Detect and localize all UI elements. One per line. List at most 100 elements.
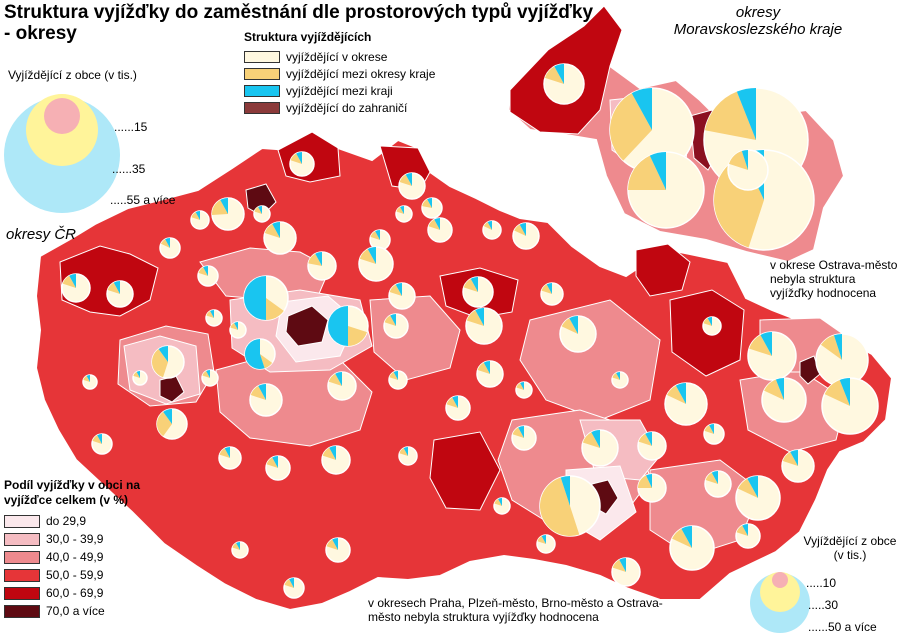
district-pie	[229, 321, 247, 339]
district-pie	[289, 151, 315, 177]
district-pie	[398, 446, 418, 466]
district-pie	[159, 237, 181, 259]
district-pie	[201, 369, 219, 387]
district-pie	[325, 537, 351, 563]
size-legend-msk-heading: Vyjíždějící z obce (v tis.)	[803, 534, 897, 562]
category-legend-heading: Struktura vyjíždějících	[244, 30, 372, 44]
district-pie	[249, 383, 283, 417]
category-label: vyjíždějící v okrese	[286, 50, 388, 64]
district-pie	[321, 445, 351, 475]
district-pie	[231, 541, 249, 559]
district-pie	[482, 220, 502, 240]
pie-charts	[61, 63, 879, 599]
district-pie	[156, 408, 188, 440]
district-pie	[205, 309, 223, 327]
share-label: 50,0 - 59,9	[46, 568, 104, 582]
district-pie	[327, 371, 357, 401]
share-swatch	[4, 586, 40, 600]
district-pie	[307, 251, 337, 281]
district-pie	[445, 395, 471, 421]
category-swatch	[244, 85, 280, 97]
district-pie	[702, 316, 722, 336]
size-legend-msk-label-1: .....10	[806, 576, 837, 590]
category-swatch	[244, 68, 280, 80]
district-pie	[197, 265, 219, 287]
district-pie	[398, 172, 426, 200]
size-legend-cr-heading: Vyjíždějící z obce (v tis.)	[8, 68, 137, 82]
district-pie	[611, 557, 641, 587]
district-pie	[669, 525, 715, 571]
district-pie	[190, 210, 210, 230]
category-legend-item: vyjíždějící mezi okresy kraje	[244, 66, 484, 82]
region-jihlava-dark	[429, 431, 501, 511]
share-swatch	[4, 550, 40, 564]
district-pie	[388, 282, 416, 310]
district-pie	[540, 282, 564, 306]
share-label: 30,0 - 39,9	[46, 532, 104, 546]
district-pie	[253, 205, 271, 223]
category-legend-item: vyjíždějící v okrese	[244, 49, 484, 65]
district-pie	[427, 217, 453, 243]
share-label: 40,0 - 49,9	[46, 550, 104, 564]
district-pie	[559, 315, 597, 353]
region-moravia	[519, 299, 661, 421]
district-pie	[91, 433, 113, 455]
district-pie	[493, 497, 511, 515]
category-label: vyjíždějící mezi kraji	[286, 84, 393, 98]
share-swatch	[4, 514, 40, 528]
district-pie	[703, 423, 725, 445]
page-title: Struktura vyjížďky do zaměstnání dle pro…	[4, 2, 594, 44]
district-pie	[243, 275, 289, 321]
district-pie	[383, 313, 409, 339]
district-pie	[735, 475, 781, 521]
district-pie	[627, 151, 705, 229]
district-pie	[747, 331, 797, 381]
note-cities: v okresech Praha, Plzeň-město, Brno-měst…	[368, 596, 663, 624]
share-legend-item: 30,0 - 39,9	[4, 530, 174, 548]
size-legend-cr-label-2: ......35	[112, 162, 146, 176]
district-pie	[815, 333, 869, 387]
size-legend-cr-label-3: .....55 a více	[110, 193, 176, 207]
district-pie	[637, 473, 667, 503]
district-pie	[327, 305, 369, 347]
district-pie	[465, 307, 503, 345]
district-pie	[358, 246, 394, 282]
size-legend-msk-label-3: ......50 a více	[808, 620, 877, 634]
district-pie	[761, 377, 807, 423]
region-north-central	[199, 247, 331, 301]
district-pie	[132, 370, 148, 386]
share-swatch	[4, 532, 40, 546]
share-label: 60,0 - 69,9	[46, 586, 104, 600]
share-legend-heading: Podíl vyjížďky v obci na vyjížďce celkem…	[4, 478, 141, 507]
district-pie	[609, 87, 695, 173]
category-legend-item: vyjíždějící mezi kraji	[244, 83, 484, 99]
district-pie	[637, 431, 667, 461]
share-label: 70,0 a více	[46, 604, 105, 618]
district-pie	[82, 374, 98, 390]
district-pie	[211, 197, 245, 231]
district-pie	[61, 273, 91, 303]
district-pie	[151, 345, 185, 379]
label-okresy-cr: okresy ČR	[6, 226, 77, 243]
share-legend: Podíl vyjížďky v obci na vyjížďce celkem…	[4, 478, 174, 620]
district-pie	[421, 197, 443, 219]
district-pie	[611, 371, 629, 389]
size-legend-cr-circles	[4, 94, 120, 213]
district-pie	[462, 276, 494, 308]
note-ostrava: v okrese Ostrava-město nebyla struktura …	[770, 258, 898, 300]
district-pie	[388, 370, 408, 390]
district-pie	[704, 470, 732, 498]
share-label: do 29,9	[46, 514, 87, 528]
district-pie	[244, 338, 276, 370]
district-pie	[106, 280, 134, 308]
district-pie	[735, 523, 761, 549]
praha-city	[285, 305, 329, 347]
size-legend-cr-label-1: ......15	[114, 120, 148, 134]
district-pie	[536, 534, 556, 554]
district-pie	[263, 221, 297, 255]
region-jesenik	[635, 243, 691, 297]
share-legend-item: 50,0 - 59,9	[4, 566, 174, 584]
category-swatch	[244, 102, 280, 114]
district-pie	[581, 429, 619, 467]
size-legend-msk-circles	[750, 572, 810, 633]
